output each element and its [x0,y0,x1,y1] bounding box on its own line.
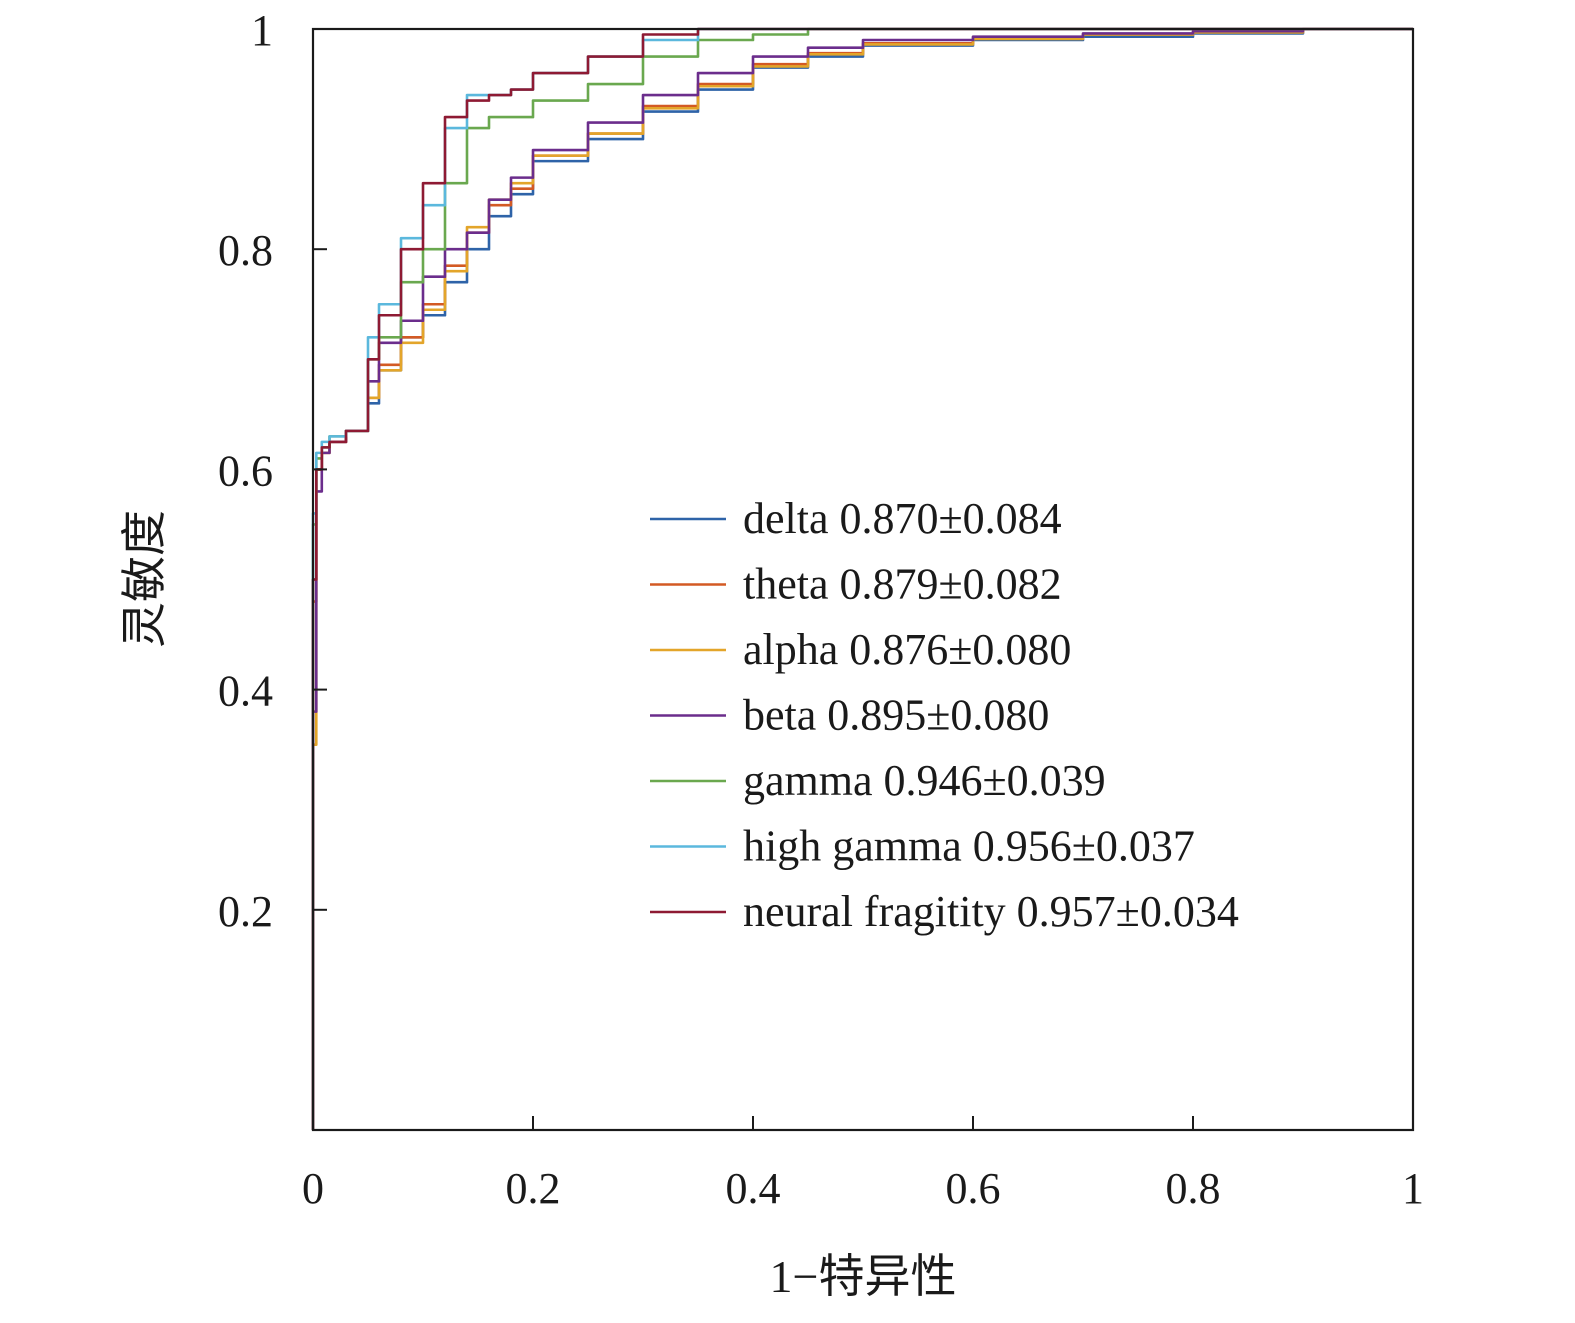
plot-frame [311,27,1415,1132]
legend-label: delta 0.870±0.084 [743,494,1062,543]
x-tick-label: 0 [302,1164,324,1213]
x-tick-label: 0.8 [1166,1164,1221,1213]
x-tick-label: 0.2 [506,1164,561,1213]
y-tick-label: 0.4 [218,667,273,716]
legend-label: alpha 0.876±0.080 [743,625,1071,674]
y-tick-label: 0.2 [218,887,273,936]
y-tick-label: 1 [251,6,273,55]
legend-label: theta 0.879±0.082 [743,560,1062,609]
y-tick-label: 0.8 [218,226,273,275]
legend-label: gamma 0.946±0.039 [743,756,1106,805]
legend-label: beta 0.895±0.080 [743,691,1049,740]
ticks-layer: 0 0.2 0.4 0.6 0.8 1 0.2 0.4 0.6 0.8 1 [218,6,1424,1213]
legend-label: neural fragitity 0.957±0.034 [743,887,1239,936]
legend-label: high gamma 0.956±0.037 [743,822,1195,871]
y-tick-label: 0.6 [218,446,273,495]
x-tick-label: 0.6 [946,1164,1001,1213]
x-tick-label: 1 [1402,1164,1424,1213]
x-tick-label: 0.4 [726,1164,781,1213]
y-axis-title: 灵敏度 [119,510,170,648]
x-axis-title: 1−特异性 [770,1251,957,1302]
series-layer [311,27,1413,1130]
legend: delta 0.870±0.084 theta 0.879±0.082 alpha … [650,494,1239,936]
